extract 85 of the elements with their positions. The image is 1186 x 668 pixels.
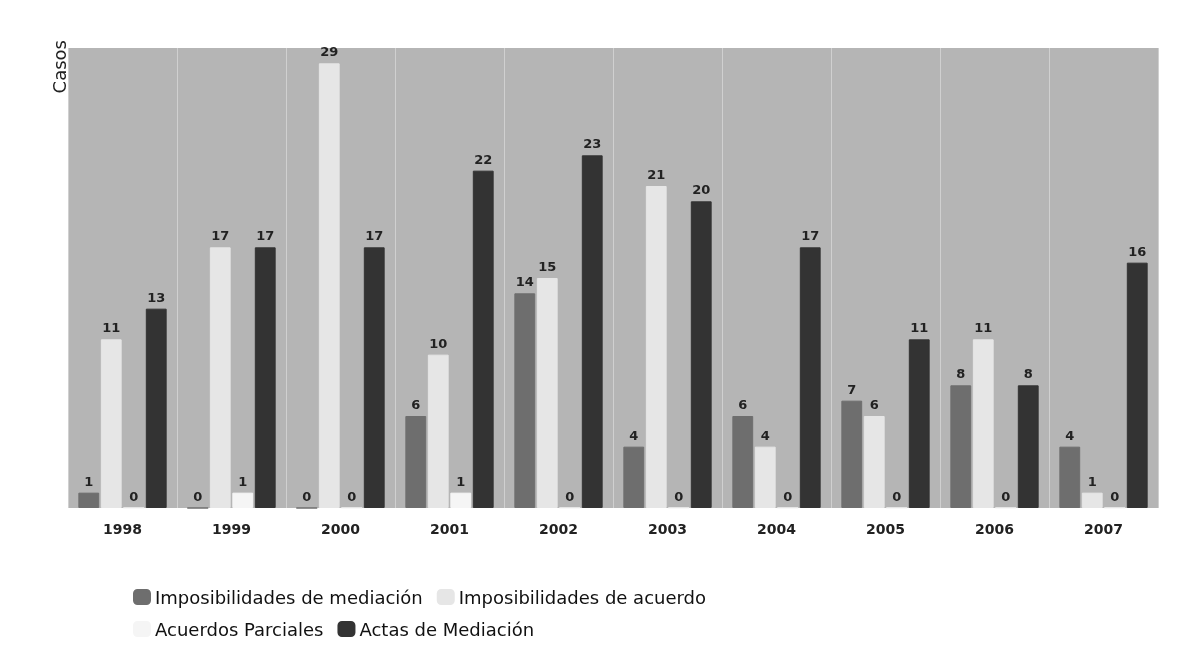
bar <box>78 492 100 508</box>
bar <box>841 400 863 508</box>
data-label: 10 <box>429 335 448 351</box>
data-label: 0 <box>1001 488 1011 504</box>
legend-label: Acuerdos Parciales <box>155 618 324 640</box>
legend-label: Imposibilidades de acuerdo <box>458 586 707 608</box>
bar <box>799 247 821 508</box>
data-label: 11 <box>974 320 993 336</box>
data-label: 17 <box>211 228 230 244</box>
bar <box>950 385 972 508</box>
y-axis-title: Casos <box>48 40 70 94</box>
data-label: 22 <box>474 151 493 167</box>
data-label: 0 <box>302 488 312 504</box>
bar <box>623 446 645 508</box>
x-tick-label: 2006 <box>975 521 1014 537</box>
bar <box>450 492 472 508</box>
bar <box>209 247 231 508</box>
bar <box>972 339 994 508</box>
data-label: 1 <box>238 473 248 489</box>
bar <box>536 278 558 508</box>
bar <box>1017 385 1039 508</box>
data-label: 16 <box>1128 243 1147 259</box>
bar <box>427 354 449 508</box>
bar <box>1081 492 1103 508</box>
bar <box>908 339 930 508</box>
data-label: 0 <box>347 488 357 504</box>
bar <box>100 339 122 508</box>
data-label: 1 <box>84 473 94 489</box>
x-tick-label: 1999 <box>212 521 251 537</box>
data-label: 14 <box>515 274 534 290</box>
x-tick-label: 2003 <box>648 521 687 537</box>
data-label: 4 <box>760 427 770 443</box>
bar <box>645 186 667 508</box>
legend-label: Actas de Mediación <box>359 618 535 640</box>
data-label: 4 <box>1065 427 1075 443</box>
x-tick-label: 2000 <box>321 521 361 537</box>
data-label: 20 <box>692 182 711 198</box>
bar <box>581 155 603 508</box>
bar <box>232 492 254 508</box>
bar <box>514 293 536 508</box>
data-label: 8 <box>956 366 966 382</box>
data-label: 15 <box>538 259 557 274</box>
data-label: 13 <box>147 289 166 305</box>
data-label: 17 <box>801 228 820 244</box>
bar <box>690 201 712 508</box>
data-label: 11 <box>910 320 929 336</box>
legend-label: Imposibilidades de mediación <box>155 586 423 608</box>
bar <box>472 170 494 508</box>
data-label: 29 <box>320 44 339 60</box>
data-label: 0 <box>783 488 793 504</box>
bar <box>145 308 167 508</box>
bar <box>363 247 385 508</box>
data-label: 7 <box>847 381 857 397</box>
data-label: 1 <box>1087 473 1097 489</box>
data-label: 4 <box>629 427 639 443</box>
data-label: 0 <box>1110 488 1120 504</box>
x-tick-label: 2001 <box>430 521 469 537</box>
data-label: 23 <box>583 136 602 152</box>
data-label: 6 <box>411 397 421 412</box>
bar <box>732 416 754 508</box>
bar <box>863 416 885 508</box>
data-label: 1 <box>456 473 466 489</box>
data-label: 6 <box>869 397 879 412</box>
x-tick-label: 2005 <box>866 521 905 537</box>
bar <box>1126 262 1148 508</box>
data-label: 17 <box>365 228 384 244</box>
data-label: 0 <box>674 488 684 504</box>
bar <box>1059 446 1081 508</box>
bar <box>318 63 340 508</box>
x-tick-label: 2002 <box>539 521 578 537</box>
data-label: 17 <box>256 228 275 244</box>
data-label: 11 <box>102 320 121 336</box>
x-tick-label: 2004 <box>757 521 797 537</box>
bar <box>754 446 776 508</box>
bar <box>405 416 427 508</box>
data-label: 0 <box>892 488 902 504</box>
x-tick-label: 1998 <box>103 521 142 537</box>
data-label: 0 <box>193 488 203 504</box>
bar <box>254 247 276 508</box>
data-label: 6 <box>738 397 748 412</box>
data-label: 0 <box>565 488 575 504</box>
data-label: 8 <box>1023 366 1033 382</box>
x-tick-label: 2007 <box>1084 521 1123 537</box>
data-label: 0 <box>129 488 139 504</box>
data-label: 21 <box>647 167 666 182</box>
